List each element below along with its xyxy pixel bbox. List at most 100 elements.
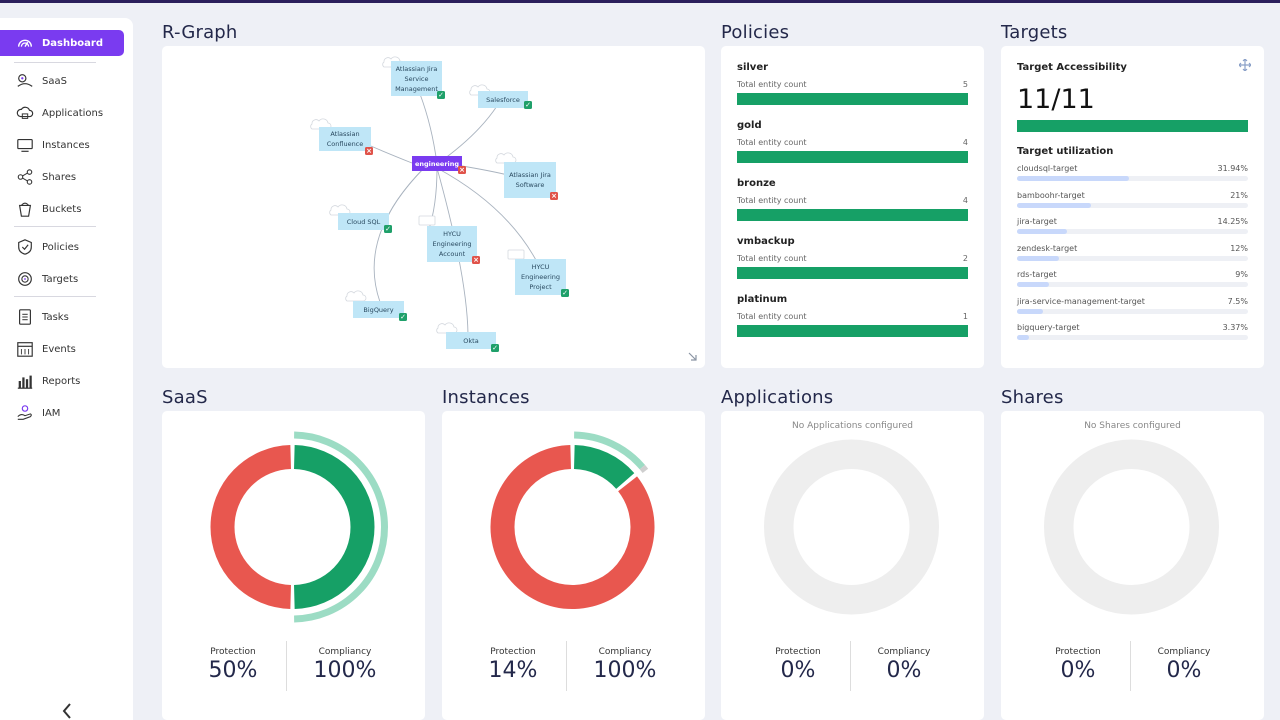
saas-title: SaaS bbox=[162, 387, 208, 408]
sidebar-item-label: Tasks bbox=[42, 311, 69, 323]
sidebar-item-label: Events bbox=[42, 343, 76, 355]
rgraph-node[interactable]: Atlassian Jira Software bbox=[504, 162, 556, 198]
compliancy-value: 0% bbox=[1166, 658, 1202, 683]
target-utilization-track bbox=[1017, 335, 1248, 340]
saas-donut-chart bbox=[210, 431, 388, 623]
nav-divider bbox=[14, 62, 96, 63]
sidebar-item-policies[interactable]: Policies bbox=[0, 234, 124, 260]
stat-divider bbox=[566, 641, 567, 691]
empty-ring bbox=[1049, 445, 1214, 609]
rgraph-node[interactable]: Atlassian Confluence bbox=[319, 127, 371, 151]
policy-count-label: Total entity count bbox=[737, 196, 807, 205]
dashboard-icon bbox=[15, 33, 35, 53]
target-accessibility-label: Target Accessibility bbox=[1017, 62, 1127, 73]
policy-bar bbox=[737, 267, 968, 279]
sidebar-item-label: Targets bbox=[42, 273, 79, 285]
policy-bar bbox=[737, 325, 968, 337]
target-utilization-fill bbox=[1017, 229, 1068, 234]
protection-label: Protection bbox=[490, 647, 536, 657]
sidebar-item-label: Reports bbox=[42, 375, 81, 387]
error-badge-icon: × bbox=[550, 192, 558, 200]
shares-icon bbox=[15, 167, 35, 187]
target-utilization-track bbox=[1017, 176, 1248, 181]
sidebar-item-buckets[interactable]: Buckets bbox=[0, 196, 124, 222]
target-utilization-value: 12% bbox=[1230, 243, 1248, 253]
sidebar-item-instances[interactable]: Instances bbox=[0, 132, 124, 158]
policy-count-label: Total entity count bbox=[737, 254, 807, 263]
policy-count-label: Total entity count bbox=[737, 80, 807, 89]
rgraph-node[interactable]: Atlassian Jira Service Management bbox=[391, 61, 442, 96]
target-utilization-name: jira-service-management-target bbox=[1017, 296, 1145, 306]
target-utilization-fill bbox=[1017, 176, 1130, 181]
protection-value: 0% bbox=[1060, 658, 1096, 683]
protection-label: Protection bbox=[210, 647, 256, 657]
compliancy-label: Compliancy bbox=[877, 647, 931, 657]
target-utilization-label: Target utilization bbox=[1017, 146, 1114, 157]
sidebar-item-events[interactable]: Events bbox=[0, 336, 124, 362]
targets-card: Target Accessibility 11/11 Target utiliz… bbox=[1001, 46, 1264, 368]
rgraph-node[interactable]: BigQuery bbox=[353, 301, 404, 318]
sidebar-item-reports[interactable]: Reports bbox=[0, 368, 124, 394]
policies-title: Policies bbox=[721, 22, 790, 43]
buckets-icon bbox=[15, 199, 35, 219]
rgraph-node[interactable]: HYCU Engineering Account bbox=[427, 226, 477, 262]
error-badge-icon: × bbox=[365, 147, 373, 155]
compliancy-label: Compliancy bbox=[1157, 647, 1211, 657]
reports-icon bbox=[15, 371, 35, 391]
empty-ring bbox=[769, 445, 934, 609]
expand-icon[interactable] bbox=[687, 351, 698, 362]
sidebar-item-saas[interactable]: SaaS bbox=[0, 68, 124, 94]
check-badge-icon: ✓ bbox=[384, 225, 392, 233]
sidebar-item-dashboard[interactable]: Dashboard bbox=[0, 30, 124, 56]
compliancy-ring-segment bbox=[573, 431, 646, 470]
sidebar-item-label: Shares bbox=[42, 171, 77, 183]
rgraph-node[interactable]: Cloud SQL bbox=[338, 213, 389, 230]
rgraph-node[interactable]: Okta bbox=[446, 332, 496, 349]
sidebar: Dashboard SaaS Applications Instances Sh… bbox=[0, 18, 133, 720]
move-icon[interactable] bbox=[1239, 59, 1251, 71]
check-badge-icon: ✓ bbox=[491, 344, 499, 352]
top-border bbox=[0, 0, 1280, 3]
policy-name[interactable]: platinum bbox=[737, 294, 788, 305]
sidebar-item-label: SaaS bbox=[42, 75, 67, 87]
policy-name[interactable]: vmbackup bbox=[737, 236, 795, 247]
sidebar-item-label: Applications bbox=[42, 107, 104, 119]
sidebar-item-targets[interactable]: Targets bbox=[0, 266, 124, 292]
sidebar-item-tasks[interactable]: Tasks bbox=[0, 304, 124, 330]
stat-divider bbox=[286, 641, 287, 691]
target-utilization-name: bamboohr-target bbox=[1017, 190, 1085, 200]
compliancy-value: 100% bbox=[593, 658, 657, 683]
rgraph-center-node[interactable]: engineering bbox=[412, 156, 462, 171]
protection-label: Protection bbox=[775, 647, 821, 657]
rgraph-node[interactable]: Salesforce bbox=[478, 91, 528, 108]
target-utilization-fill bbox=[1017, 202, 1091, 208]
policy-count: 2 bbox=[962, 254, 968, 263]
instances-donut-chart bbox=[490, 431, 655, 609]
saas-icon bbox=[15, 71, 35, 91]
shares-donut-chart bbox=[1044, 439, 1219, 615]
policy-count: 4 bbox=[962, 138, 968, 147]
sidebar-item-applications[interactable]: Applications bbox=[0, 100, 124, 126]
sidebar-item-label: Policies bbox=[42, 241, 79, 253]
policy-count: 4 bbox=[962, 196, 968, 205]
target-utilization-name: bigquery-target bbox=[1017, 323, 1080, 332]
sidebar-item-iam[interactable]: IAM bbox=[0, 400, 124, 426]
target-utilization-name: jira-target bbox=[1017, 217, 1057, 226]
policy-bar bbox=[737, 209, 968, 221]
policy-name[interactable]: gold bbox=[737, 120, 762, 131]
target-accessibility-bar bbox=[1017, 120, 1248, 132]
rgraph-node[interactable]: HYCU Engineering Project bbox=[515, 259, 566, 295]
collapse-sidebar-button[interactable] bbox=[58, 700, 76, 720]
policy-name[interactable]: silver bbox=[737, 62, 769, 73]
protection-label: Protection bbox=[1055, 647, 1101, 657]
instances-icon bbox=[15, 135, 35, 155]
protected-segment bbox=[573, 445, 635, 490]
check-badge-icon: ✓ bbox=[561, 289, 569, 297]
target-accessibility-value: 11/11 bbox=[1017, 84, 1095, 115]
policy-name[interactable]: bronze bbox=[737, 178, 776, 189]
nav-divider bbox=[14, 296, 96, 297]
applications-icon bbox=[15, 103, 35, 123]
policy-count: 5 bbox=[962, 80, 968, 89]
sidebar-item-shares[interactable]: Shares bbox=[0, 164, 124, 190]
target-utilization-value: 9% bbox=[1235, 270, 1248, 279]
